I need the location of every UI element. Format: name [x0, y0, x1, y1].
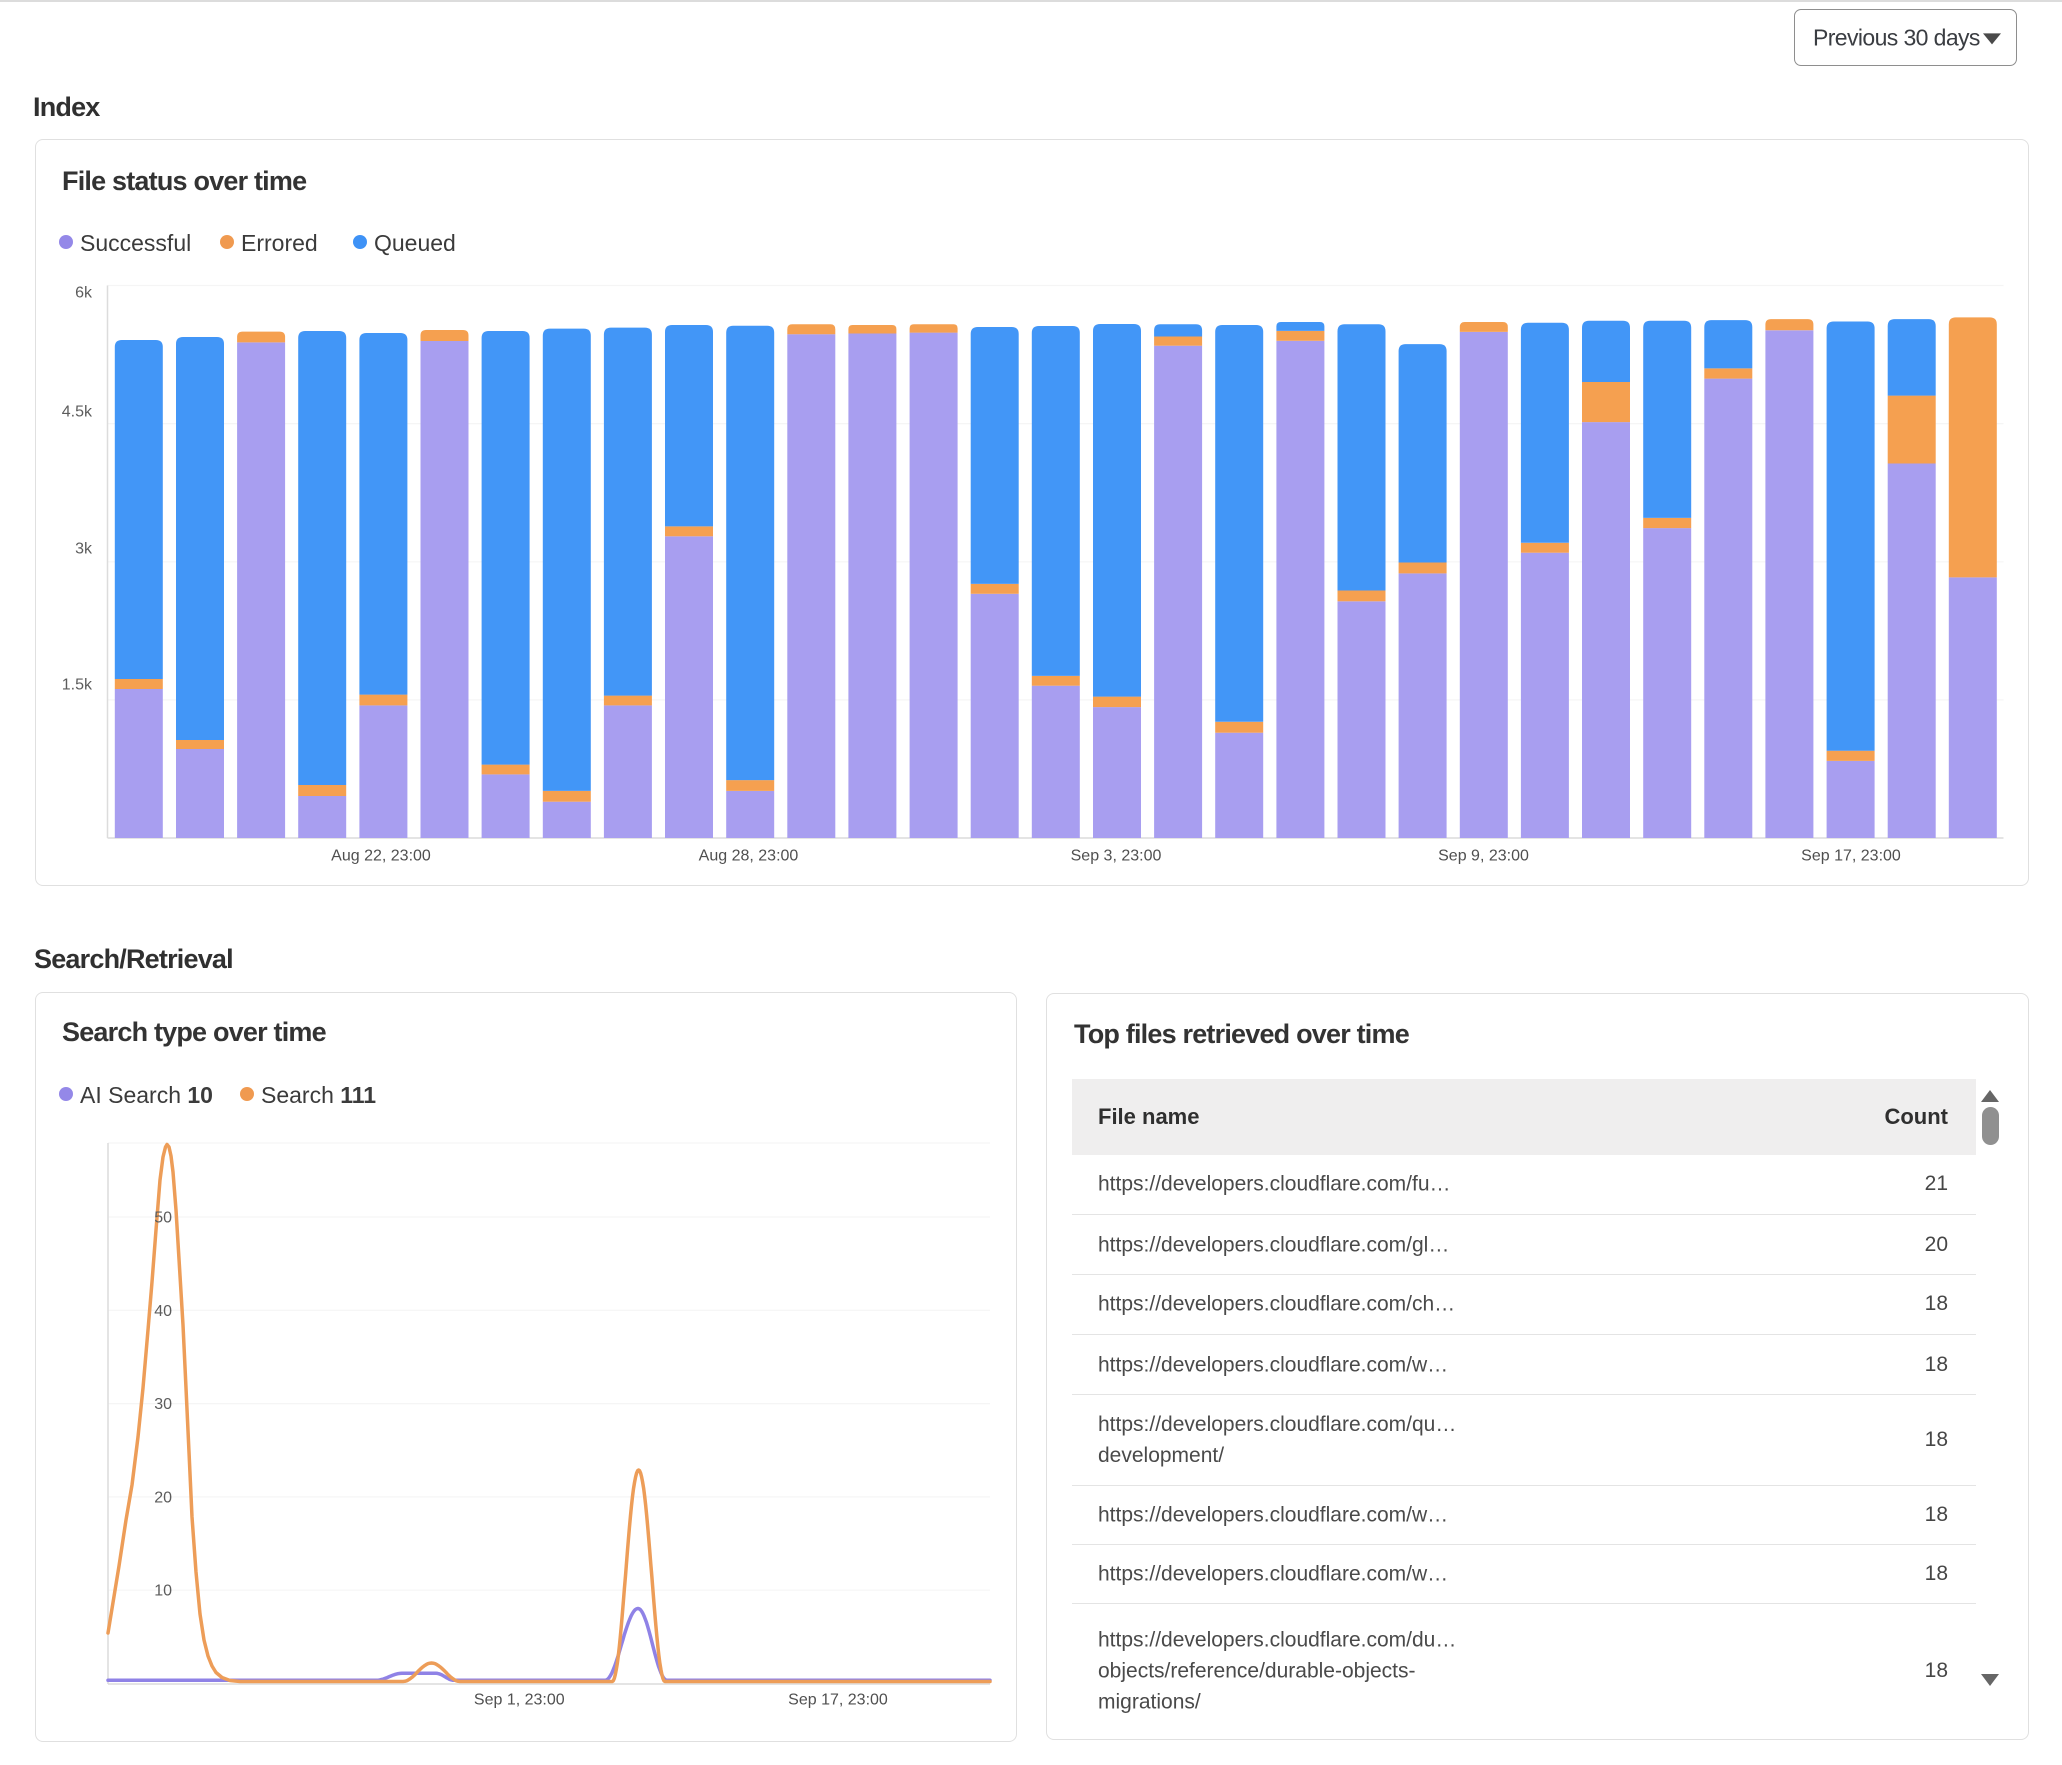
- svg-text:10: 10: [154, 1583, 172, 1600]
- svg-text:Sep 9, 23:00: Sep 9, 23:00: [1438, 848, 1529, 865]
- svg-text:Aug 28, 23:00: Aug 28, 23:00: [699, 848, 799, 865]
- svg-text:Aug 22, 23:00: Aug 22, 23:00: [331, 848, 431, 865]
- svg-text:Sep 3, 23:00: Sep 3, 23:00: [1071, 848, 1162, 865]
- svg-text:30: 30: [154, 1396, 172, 1413]
- svg-text:6k: 6k: [75, 285, 93, 302]
- svg-text:50: 50: [154, 1210, 172, 1227]
- svg-text:1.5k: 1.5k: [62, 677, 93, 694]
- svg-text:4.5k: 4.5k: [62, 404, 93, 421]
- svg-text:40: 40: [154, 1303, 172, 1320]
- svg-text:20: 20: [154, 1489, 172, 1506]
- svg-text:Sep 1, 23:00: Sep 1, 23:00: [474, 1692, 565, 1709]
- svg-text:3k: 3k: [75, 541, 93, 558]
- svg-text:Sep 17, 23:00: Sep 17, 23:00: [788, 1692, 888, 1709]
- svg-text:Sep 17, 23:00: Sep 17, 23:00: [1801, 848, 1901, 865]
